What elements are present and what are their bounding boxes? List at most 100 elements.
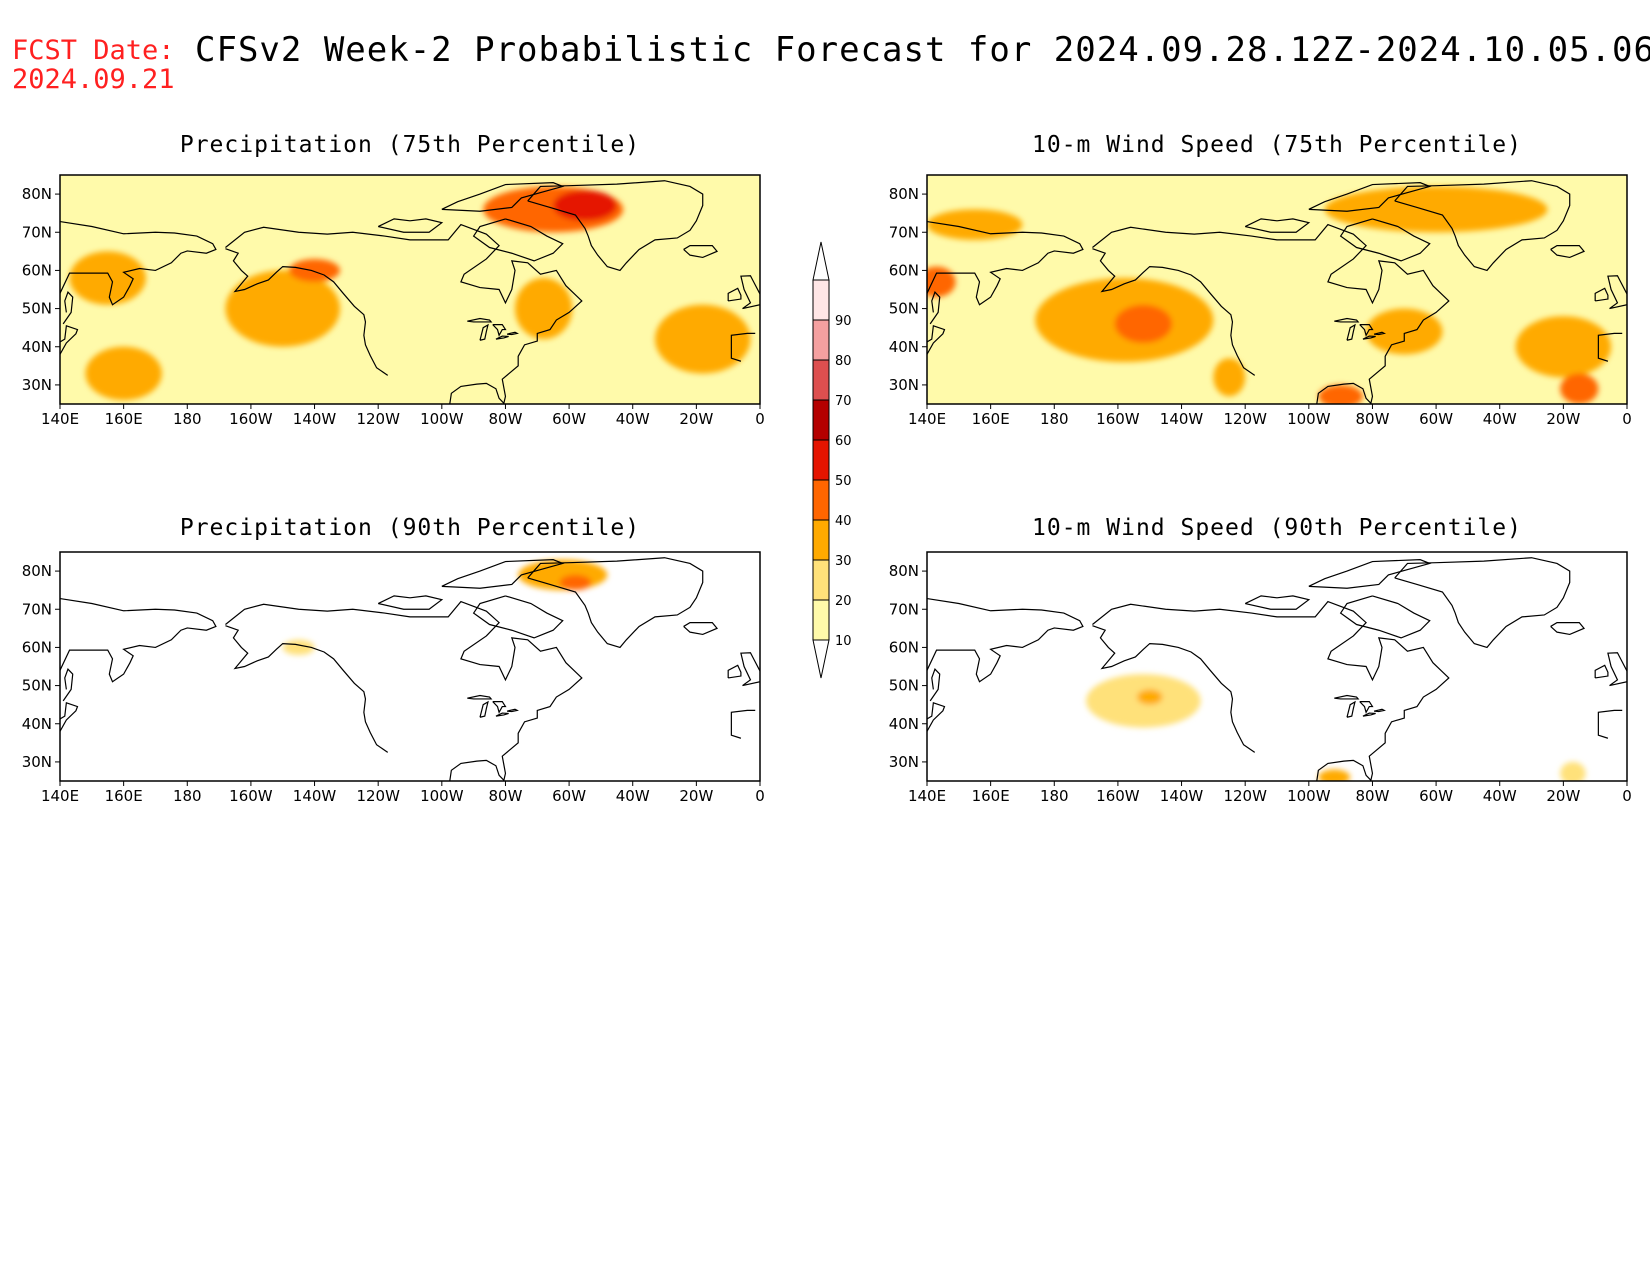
probability-region: [655, 304, 751, 374]
lon-label: 120W: [1223, 410, 1267, 428]
coastline: [506, 708, 520, 713]
coastline: [1594, 664, 1609, 679]
coastline: [1346, 323, 1356, 341]
lat-label: 40N: [889, 338, 919, 356]
lon-label: 80W: [1355, 410, 1389, 428]
lon-label: 40W: [1483, 410, 1517, 428]
lon-label: 140E: [908, 410, 946, 428]
coastline: [927, 597, 1084, 683]
coastlines: [60, 180, 760, 404]
coastline: [929, 668, 941, 702]
coastline: [740, 652, 760, 687]
legend-label: 70: [835, 394, 852, 409]
lat-label: 50N: [22, 677, 52, 695]
legend-high-arrow: [812, 241, 830, 281]
probability-region: [927, 209, 1023, 240]
lon-label: 20W: [1546, 787, 1580, 805]
forecast-date: FCST Date: 2024.09.21: [12, 36, 175, 94]
legend-swatch: [813, 280, 829, 320]
lon-label: 140W: [293, 787, 337, 805]
lon-label: 100W: [420, 787, 464, 805]
panel-title-wind-75: 10-m Wind Speed (75th Percentile): [1032, 132, 1522, 158]
legend-label: 20: [835, 594, 852, 609]
coastline: [1092, 248, 1256, 376]
lon-label: 80W: [488, 410, 522, 428]
coastline: [225, 625, 389, 753]
map-frame: [926, 551, 1628, 782]
lon-label: 140W: [293, 410, 337, 428]
lat-label: 80N: [22, 562, 52, 580]
coastline: [1373, 708, 1387, 713]
coastline: [1092, 223, 1450, 404]
lon-label: 40W: [616, 410, 650, 428]
coastline: [527, 180, 704, 272]
coastline: [60, 324, 79, 356]
coastline: [1597, 332, 1623, 362]
color-legend: 10 20 30 40 50 60 70 80 90: [812, 241, 852, 679]
lon-label: 120W: [1223, 787, 1267, 805]
legend-swatch: [813, 360, 829, 400]
lat-label: 80N: [889, 185, 919, 203]
probability-region: [515, 278, 573, 340]
coastline: [929, 291, 941, 325]
coastline: [1362, 712, 1376, 717]
legend-label: 60: [835, 434, 852, 449]
probability-region: [559, 574, 592, 591]
coastline: [492, 701, 507, 714]
lon-label: 180: [1040, 787, 1069, 805]
probability-region: [1114, 304, 1172, 343]
legend-label: 40: [835, 514, 852, 529]
coastline: [377, 595, 444, 610]
coastline: [1308, 559, 1432, 589]
lon-label: 0: [1622, 787, 1632, 805]
coastline: [472, 595, 564, 639]
lat-label: 40N: [889, 715, 919, 733]
lon-label: 60W: [1419, 410, 1453, 428]
lon-label: 160W: [229, 787, 273, 805]
lon-label: 140E: [908, 787, 946, 805]
lat-label: 50N: [22, 300, 52, 318]
coastline: [467, 694, 493, 700]
legend-label: 10: [835, 634, 852, 649]
coastline: [683, 622, 719, 636]
legend-swatch: [813, 480, 829, 520]
coastline: [441, 559, 565, 589]
legend-low-arrow: [812, 639, 830, 679]
lon-label: 140W: [1160, 410, 1204, 428]
probability-region: [1515, 316, 1612, 378]
map-background: [60, 552, 760, 781]
lon-label: 140E: [41, 787, 79, 805]
probability-region: [927, 266, 956, 298]
map-frame: [59, 551, 761, 782]
lat-label: 50N: [889, 677, 919, 695]
map-panel-precip-75: 140E 160E 180 160W 140W 120W 100W 80W 60W 40W 20W 0…: [22, 174, 765, 428]
lon-label: 120W: [356, 787, 400, 805]
lon-label: 160W: [229, 410, 273, 428]
coastline: [1597, 709, 1623, 739]
legend-swatch: [813, 560, 829, 600]
coastline: [927, 220, 1084, 306]
map-panel-wind-90: 140E 160E 180 160W 140W 120W 100W 80W 60W 40W 20W 0…: [889, 551, 1632, 805]
coastline: [1550, 245, 1586, 259]
lon-label: 100W: [1287, 410, 1331, 428]
lat-label: 30N: [889, 376, 919, 394]
map-frame: [926, 174, 1628, 405]
lat-label: 60N: [22, 261, 52, 279]
lat-label: 40N: [22, 338, 52, 356]
coastline: [1092, 625, 1256, 753]
map-panel-precip-90: 140E 160E 180 160W 140W 120W 100W 80W 60W 40W 20W 0…: [22, 551, 765, 805]
panel-title-precip-75: Precipitation (75th Percentile): [179, 132, 641, 158]
lat-label: 70N: [22, 223, 52, 241]
lat-label: 60N: [22, 638, 52, 656]
map-background: [60, 175, 760, 404]
lon-label: 160W: [1096, 410, 1140, 428]
lon-label: 20W: [679, 787, 713, 805]
probability-region: [1560, 373, 1599, 404]
coastline: [1092, 600, 1450, 781]
coastline: [1394, 557, 1571, 649]
lon-label: 120W: [356, 410, 400, 428]
probability-blobs: [1086, 674, 1586, 781]
coastline: [927, 701, 946, 733]
legend-label: 80: [835, 354, 852, 369]
